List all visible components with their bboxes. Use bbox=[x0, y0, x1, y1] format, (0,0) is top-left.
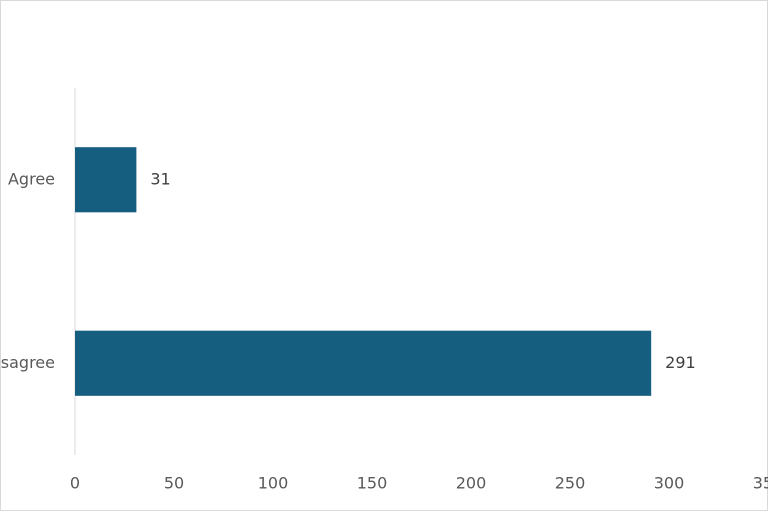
x-tick-label: 100 bbox=[258, 474, 289, 493]
x-tick-label: 350 bbox=[753, 474, 768, 493]
x-tick-label: 300 bbox=[654, 474, 685, 493]
bar bbox=[75, 330, 652, 396]
x-tick-label: 200 bbox=[456, 474, 487, 493]
bar bbox=[75, 147, 137, 213]
y-tick-label: Disagree bbox=[0, 353, 55, 372]
data-label: 31 bbox=[150, 169, 170, 188]
x-tick-label: 250 bbox=[555, 474, 586, 493]
y-tick-label: Agree bbox=[8, 169, 55, 188]
x-tick-label: 150 bbox=[357, 474, 388, 493]
data-label: 291 bbox=[665, 353, 696, 372]
x-tick-label: 50 bbox=[164, 474, 184, 493]
x-tick-label: 0 bbox=[70, 474, 80, 493]
